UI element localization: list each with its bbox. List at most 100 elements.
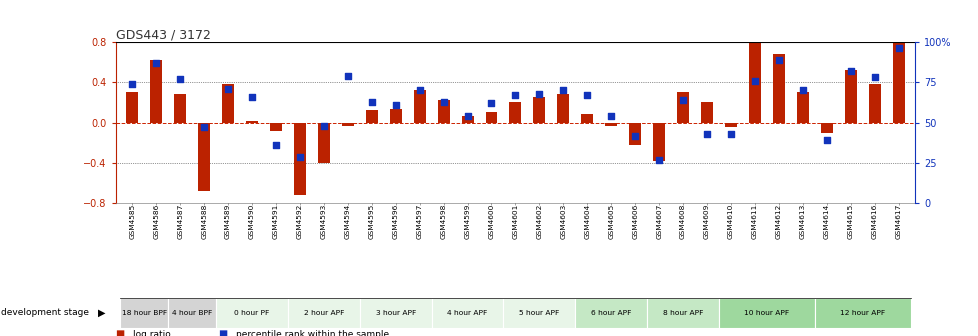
Point	[197, 125, 212, 130]
Text: GSM4597: GSM4597	[417, 203, 422, 239]
Point	[818, 138, 833, 143]
Bar	[341, 123, 353, 126]
Bar	[725, 123, 736, 127]
Point	[794, 88, 810, 93]
Bar	[748, 40, 760, 123]
Text: development stage: development stage	[1, 308, 89, 317]
Text: GSM4601: GSM4601	[511, 203, 518, 239]
Point	[627, 133, 643, 138]
Bar	[814, 298, 910, 328]
Bar	[360, 298, 431, 328]
Text: 5 hour APF: 5 hour APF	[518, 310, 559, 316]
Bar	[222, 84, 234, 123]
Bar	[270, 123, 282, 131]
Text: GSM4588: GSM4588	[200, 203, 207, 239]
Bar	[646, 298, 718, 328]
Text: 4 hour BPF: 4 hour BPF	[172, 310, 212, 316]
Text: GSM4592: GSM4592	[296, 203, 302, 239]
Point	[339, 73, 355, 79]
Point	[602, 114, 618, 119]
Bar	[120, 298, 168, 328]
Text: GSM4615: GSM4615	[847, 203, 853, 239]
Point	[172, 76, 188, 82]
Text: 3 hour APF: 3 hour APF	[376, 310, 416, 316]
Bar	[437, 100, 449, 123]
Bar	[198, 123, 210, 191]
Bar	[844, 70, 856, 123]
Text: GSM4585: GSM4585	[129, 203, 135, 239]
Point	[316, 123, 332, 129]
Text: GSM4589: GSM4589	[225, 203, 231, 239]
Point	[220, 86, 236, 91]
Bar	[556, 94, 569, 123]
Text: GSM4591: GSM4591	[273, 203, 279, 239]
Text: GSM4610: GSM4610	[728, 203, 734, 239]
Point	[650, 157, 666, 162]
Point	[866, 75, 881, 80]
Bar	[629, 123, 641, 145]
Point	[890, 46, 906, 51]
Text: GSM4616: GSM4616	[870, 203, 876, 239]
Text: GDS443 / 3172: GDS443 / 3172	[115, 29, 210, 42]
Text: GSM4590: GSM4590	[248, 203, 254, 239]
Bar	[503, 298, 575, 328]
Point	[387, 102, 403, 108]
Text: GSM4598: GSM4598	[440, 203, 446, 239]
Point	[723, 131, 738, 137]
Point	[746, 78, 762, 83]
Bar	[772, 54, 784, 123]
Text: 12 hour APF: 12 hour APF	[839, 310, 884, 316]
Text: GSM4608: GSM4608	[680, 203, 686, 239]
Point	[842, 68, 858, 74]
Text: GSM4606: GSM4606	[632, 203, 638, 239]
Point	[364, 99, 379, 104]
Bar	[293, 123, 305, 195]
Text: ■: ■	[115, 329, 124, 336]
Text: GSM4586: GSM4586	[154, 203, 159, 239]
Bar	[892, 32, 904, 123]
Bar	[288, 298, 360, 328]
Text: GSM4607: GSM4607	[655, 203, 661, 239]
Point	[268, 142, 284, 148]
Text: GSM4609: GSM4609	[703, 203, 709, 239]
Point	[149, 60, 164, 66]
Point	[244, 94, 259, 99]
Bar	[366, 110, 378, 123]
Bar	[575, 298, 646, 328]
Point	[291, 154, 307, 159]
Bar	[168, 298, 216, 328]
Text: 0 hour PF: 0 hour PF	[234, 310, 269, 316]
Bar	[652, 123, 664, 161]
Bar	[150, 60, 162, 123]
Text: GSM4605: GSM4605	[607, 203, 613, 239]
Bar	[700, 102, 712, 123]
Bar	[174, 94, 186, 123]
Bar	[431, 298, 503, 328]
Bar	[533, 97, 545, 123]
Bar	[318, 123, 330, 163]
Point	[675, 97, 690, 103]
Bar	[604, 123, 616, 126]
Text: GSM4595: GSM4595	[369, 203, 375, 239]
Text: ▶: ▶	[98, 308, 106, 318]
Text: 6 hour APF: 6 hour APF	[591, 310, 631, 316]
Text: 10 hour APF: 10 hour APF	[743, 310, 788, 316]
Bar	[796, 92, 808, 123]
Text: 18 hour BPF: 18 hour BPF	[121, 310, 166, 316]
Point	[435, 99, 451, 104]
Point	[507, 92, 522, 98]
Text: GSM4604: GSM4604	[584, 203, 590, 239]
Bar	[216, 298, 288, 328]
Text: GSM4602: GSM4602	[536, 203, 542, 239]
Bar	[389, 109, 401, 123]
Point	[579, 92, 595, 98]
Text: GSM4603: GSM4603	[559, 203, 565, 239]
Point	[531, 91, 547, 96]
Bar	[820, 123, 832, 133]
Bar	[509, 102, 521, 123]
Text: GSM4600: GSM4600	[488, 203, 494, 239]
Bar	[414, 90, 425, 123]
Text: GSM4599: GSM4599	[465, 203, 470, 239]
Text: GSM4617: GSM4617	[895, 203, 901, 239]
Point	[412, 88, 427, 93]
